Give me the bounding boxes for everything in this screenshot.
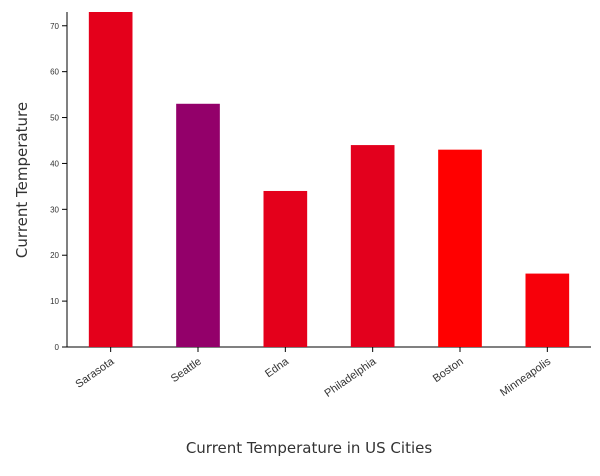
- bar-philadelphia: [350, 145, 395, 347]
- x-tick-label: Seattle: [169, 356, 204, 385]
- y-tick-label: 10: [50, 297, 59, 306]
- y-tick-label: 70: [50, 22, 59, 31]
- x-tick-label: Boston: [431, 356, 466, 385]
- bar-seattle: [176, 103, 220, 347]
- y-tick-label: 0: [55, 343, 60, 352]
- bar-sarasota: [88, 12, 133, 347]
- y-ticks-group: 0 10 20 30 40 50 60 70: [50, 22, 67, 352]
- x-tick-label: Minneapolis: [498, 355, 553, 399]
- bar-boston: [438, 149, 482, 347]
- bar-edna: [263, 190, 308, 347]
- bars-group: [88, 12, 570, 347]
- y-tick-label: 20: [50, 251, 59, 260]
- y-tick-label: 50: [50, 114, 59, 123]
- y-tick-label: 40: [50, 159, 59, 168]
- x-tick-label: Sarasota: [73, 355, 117, 391]
- y-axis-title: Current Temperature: [13, 102, 31, 258]
- x-tick-label: Edna: [263, 355, 292, 380]
- x-ticks-group: Sarasota Seattle Edna Philadelphia Boston Min…: [73, 347, 553, 400]
- x-tick-label: Philadelphia: [322, 355, 379, 400]
- x-axis-title: Current Temperature in US Cities: [186, 439, 433, 457]
- bar-minneapolis: [525, 273, 570, 347]
- y-tick-label: 60: [50, 68, 59, 77]
- y-tick-label: 30: [50, 205, 59, 214]
